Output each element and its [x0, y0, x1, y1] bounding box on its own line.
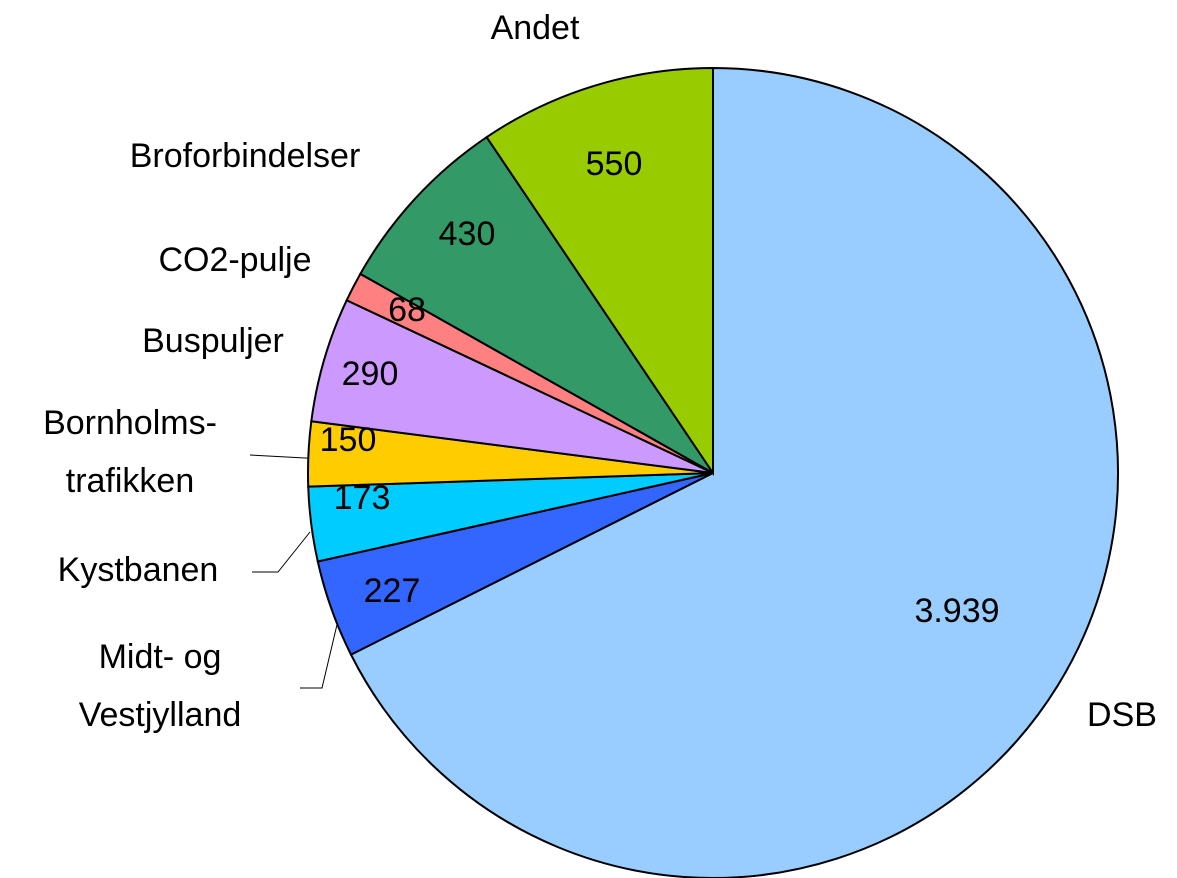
leader-line	[249, 454, 310, 459]
pie-slice	[485, 66, 714, 477]
category-label: Midt- og Vestjylland	[79, 638, 242, 734]
value-label: 227	[364, 572, 421, 610]
category-label: Bornholms-trafikken	[43, 404, 217, 500]
category-label: Andet	[491, 9, 580, 47]
value-label: 150	[320, 421, 377, 459]
leader-line	[300, 611, 341, 689]
value-label: 68	[388, 291, 426, 329]
pie-slice	[349, 66, 1119, 878]
category-label: DSB	[1087, 696, 1157, 734]
category-label: CO2-pulje	[158, 241, 311, 279]
value-label: 430	[439, 215, 496, 253]
category-label: Kystbanen	[58, 551, 219, 589]
pie-slice	[358, 135, 714, 474]
leader-line	[252, 531, 311, 573]
value-label: 3.939	[914, 592, 999, 630]
value-label: 550	[586, 145, 643, 183]
value-label: 173	[334, 479, 391, 517]
category-label: Broforbindelser	[130, 137, 361, 175]
value-label: 290	[342, 355, 399, 393]
category-label: Buspuljer	[142, 322, 284, 360]
